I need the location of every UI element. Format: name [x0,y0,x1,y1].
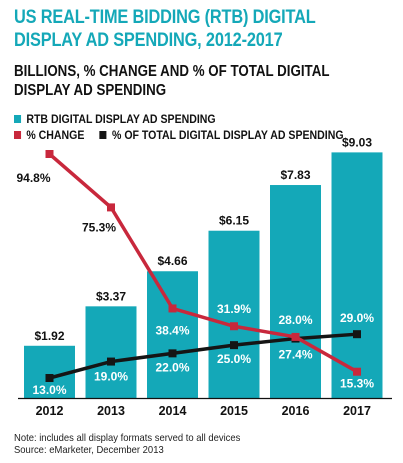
legend-swatch-share [99,131,107,139]
x-tick-2012: 2012 [36,404,64,418]
share-label-2016: 27.4% [278,348,312,362]
legend-item-change: % CHANGE [14,128,84,142]
bar-2013 [85,306,137,398]
bar-2016 [270,185,321,398]
bar-2015 [208,230,260,398]
share-label-2014: 22.0% [155,360,189,374]
footnote-source: Source: eMarketer, December 2013 [14,444,164,456]
bar-label-2015: $6.15 [219,214,249,228]
change-point-2017 [353,367,361,376]
legend-label-change: % CHANGE [26,128,85,142]
bar-2014 [147,271,198,398]
change-point-2016 [291,332,300,341]
change-label-2012: 94.8% [16,171,50,185]
bar-label-2017: $9.03 [342,135,372,149]
legend-item-share: % OF TOTAL DIGITAL DISPLAY AD SPENDING [99,128,344,142]
change-label-2017: 15.3% [340,377,374,391]
series-line-share [49,332,358,380]
chart-subtitle: BILLIONS, % CHANGE AND % OF TOTAL DIGITA… [14,63,330,99]
legend-item-bars: RTB DIGITAL DISPLAY AD SPENDING [14,112,216,126]
x-tick-2016: 2016 [282,404,310,418]
share-point-2015 [230,341,238,350]
share-point-2012 [45,374,54,382]
series-line-change [48,152,358,374]
change-label-2016: 28.0% [278,313,312,327]
change-label-2013: 75.3% [82,220,116,234]
share-point-2013 [107,357,115,366]
change-point-2012 [45,150,54,158]
x-tick-2015: 2015 [220,404,248,418]
bar-2017 [331,152,383,398]
x-tick-2013: 2013 [97,404,125,418]
x-tick-2014: 2014 [159,404,187,418]
share-label-2017: 29.0% [340,311,374,325]
change-point-2015 [230,322,238,331]
footnote-note: Note: includes all display formats serve… [14,432,241,444]
legend-swatch-change [14,131,22,139]
share-label-2015: 25.0% [217,352,251,366]
bar-label-2013: $3.37 [96,289,126,303]
bar-label-2012: $1.92 [34,329,64,343]
footnote: Note: includes all display formats serve… [14,432,240,456]
legend-label-share: % OF TOTAL DIGITAL DISPLAY AD SPENDING [111,128,344,142]
share-point-2017 [353,330,361,339]
change-label-2015: 31.9% [217,302,251,316]
legend-label-bars: RTB DIGITAL DISPLAY AD SPENDING [26,112,216,126]
legend-row-2: % CHANGE % OF TOTAL DIGITAL DISPLAY AD S… [14,128,356,142]
legend-swatch-bars [14,115,22,123]
change-point-2014 [168,304,177,313]
change-label-2014: 38.4% [155,323,189,337]
legend-row-1: RTB DIGITAL DISPLAY AD SPENDING [14,112,228,126]
x-tick-2017: 2017 [343,404,371,418]
chart-title: US REAL-TIME BIDDING (RTB) DIGITAL DISPL… [14,7,316,51]
share-label-2012: 13.0% [32,383,66,397]
bar-label-2016: $7.83 [280,168,310,182]
change-point-2013 [107,203,115,212]
bar-label-2014: $4.66 [157,254,187,268]
share-point-2014 [168,349,177,358]
share-label-2013: 19.0% [94,370,128,384]
